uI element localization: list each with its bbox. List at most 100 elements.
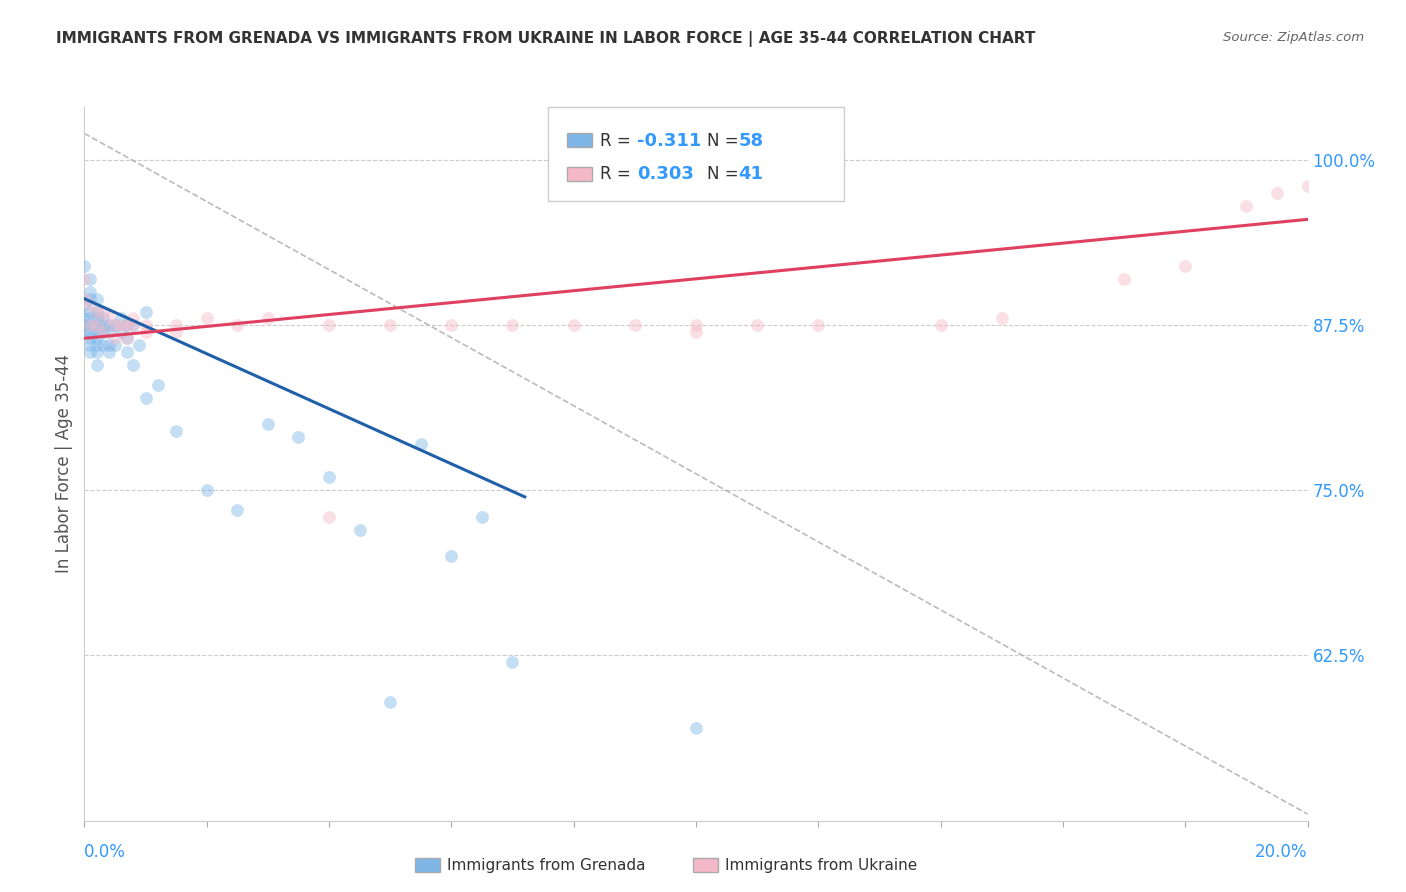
Point [79,331,101,345]
Point [115,318,138,332]
Point [86,305,108,319]
Text: 20.0%: 20.0% [1256,843,1308,861]
Point [73,318,96,332]
Point [146,377,169,392]
Point [195,483,218,498]
Point [991,311,1014,326]
Point [115,344,138,359]
Point [104,331,127,345]
Point [104,338,127,352]
Point [79,338,101,352]
Point [685,318,707,332]
Point [73,292,96,306]
Point [91,325,114,339]
Point [471,509,494,524]
Point [110,318,132,332]
Point [257,311,280,326]
Point [807,318,830,332]
Point [318,470,340,484]
Point [79,272,101,286]
Point [562,318,585,332]
Point [86,344,108,359]
Point [1296,179,1319,194]
Text: 41: 41 [738,165,763,183]
Point [165,325,187,339]
Point [165,318,187,332]
Point [97,318,120,332]
Point [380,318,402,332]
Point [318,509,340,524]
Point [79,311,101,326]
Point [409,437,432,451]
Text: 0.303: 0.303 [637,165,693,183]
Text: N =: N = [707,165,744,183]
Point [79,298,101,312]
Point [110,325,132,339]
Text: Source: ZipAtlas.com: Source: ZipAtlas.com [1223,31,1364,45]
Point [104,318,127,332]
Point [122,358,145,372]
Point [380,695,402,709]
Point [91,318,114,332]
Point [97,344,120,359]
Text: IMMIGRANTS FROM GRENADA VS IMMIGRANTS FROM UKRAINE IN LABOR FORCE | AGE 35-44 CO: IMMIGRANTS FROM GRENADA VS IMMIGRANTS FR… [56,31,1036,47]
Point [135,391,157,405]
Point [929,318,952,332]
Point [122,318,145,332]
Text: Immigrants from Ukraine: Immigrants from Ukraine [725,858,918,872]
Point [91,311,114,326]
Point [685,721,707,735]
Point [135,305,157,319]
Point [86,358,108,372]
Point [86,311,108,326]
Y-axis label: In Labor Force | Age 35-44: In Labor Force | Age 35-44 [55,354,73,574]
Text: R =: R = [600,132,637,150]
Text: -0.311: -0.311 [637,132,702,150]
Point [86,292,108,306]
Point [440,549,463,564]
Point [86,318,108,332]
Point [104,318,127,332]
Point [115,331,138,345]
Point [115,318,138,332]
Point [73,325,96,339]
Point [165,424,187,438]
Point [226,503,249,517]
Point [1265,186,1288,200]
Point [349,523,371,537]
Point [135,325,157,339]
Point [97,325,120,339]
Point [257,417,280,432]
Point [73,272,96,286]
Point [79,344,101,359]
Point [440,318,463,332]
Point [86,305,108,319]
Point [115,331,138,345]
Point [110,311,132,326]
Point [1114,272,1136,286]
Point [86,325,108,339]
Point [91,325,114,339]
Point [685,325,707,339]
Point [502,655,524,669]
Text: R =: R = [600,165,637,183]
Point [79,305,101,319]
Point [79,292,101,306]
Point [135,318,157,332]
Point [79,325,101,339]
Point [97,311,120,326]
Text: 0.0%: 0.0% [84,843,127,861]
Point [747,318,769,332]
Point [79,318,101,332]
Point [128,338,150,352]
Point [73,259,96,273]
Point [502,318,524,332]
Point [91,305,114,319]
Point [122,318,145,332]
Point [226,318,249,332]
Point [97,338,120,352]
Point [73,311,96,326]
Point [195,311,218,326]
Point [624,318,647,332]
Point [1236,199,1258,213]
